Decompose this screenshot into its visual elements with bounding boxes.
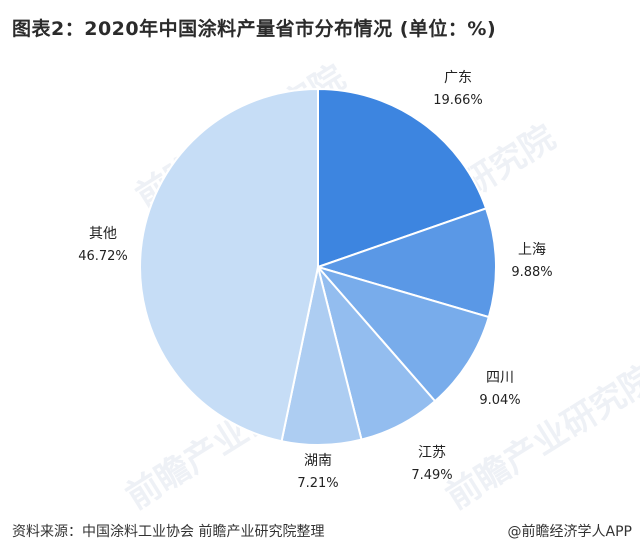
pie-chart: 广东 19.66% 上海 9.88% 四川 9.04% 江苏 7.49% 湖南 7.21% 其他 46…	[78, 70, 552, 491]
slice-category-label: 江苏	[418, 445, 446, 461]
pie-slice-6	[139, 87, 319, 443]
slice-category-label: 四川	[486, 370, 514, 386]
pie-slice-3	[314, 265, 491, 403]
slice-value-label: 9.88%	[511, 265, 552, 280]
slice-value-label: 46.72%	[78, 249, 128, 264]
slice-value-label: 9.04%	[479, 393, 520, 408]
credit-note: @前瞻经济学人APP	[507, 524, 632, 540]
chart-title: 图表2：2020年中国涂料产量省市分布情况 (单位：%)	[12, 18, 497, 40]
slice-category-label: 其他	[89, 226, 117, 242]
slice-category-label: 广东	[444, 70, 472, 86]
slice-category-label: 湖南	[304, 453, 332, 469]
source-note: 资料来源：中国涂料工业协会 前瞻产业研究院整理	[12, 524, 325, 540]
slice-category-label: 上海	[518, 242, 546, 258]
pie-slice-2	[314, 207, 497, 319]
slice-value-label: 19.66%	[433, 93, 483, 108]
slice-value-label: 7.49%	[411, 468, 452, 483]
slice-value-label: 7.21%	[297, 476, 338, 491]
